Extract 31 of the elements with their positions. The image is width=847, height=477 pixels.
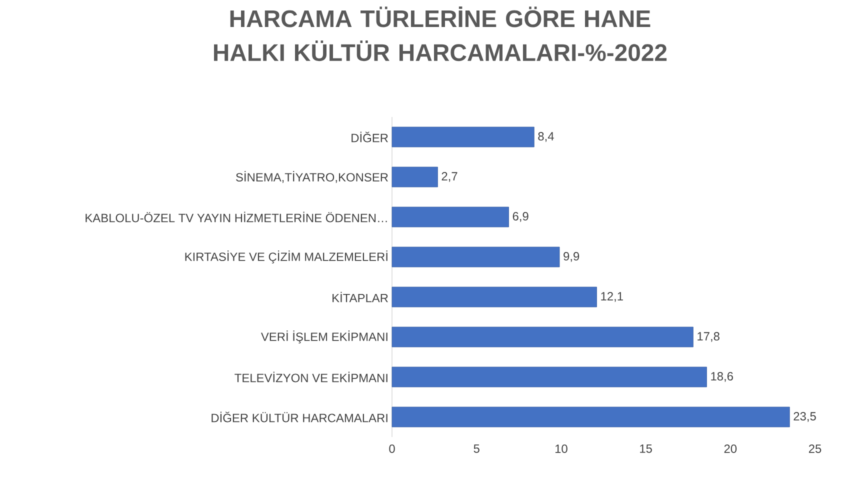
data-label: 23,5 bbox=[794, 412, 816, 422]
data-label: 12,1 bbox=[601, 292, 623, 302]
x-tick-label: 5 bbox=[474, 444, 480, 453]
bar bbox=[392, 366, 707, 388]
y-tick-label: KABLOLU-ÖZEL TV YAYIN HİZMETLERİNE ÖDENEN… bbox=[86, 212, 387, 222]
bar bbox=[392, 406, 790, 428]
bar bbox=[392, 326, 694, 348]
x-tick-label: 25 bbox=[808, 444, 822, 453]
bar bbox=[392, 206, 509, 228]
data-label: 2,7 bbox=[442, 172, 458, 182]
data-label: 9,9 bbox=[564, 252, 580, 262]
y-tick-label: TELEVİZYON VE EKİPMANI bbox=[234, 372, 388, 382]
x-tick-label: 10 bbox=[555, 444, 568, 453]
y-tick-label: DİĞER KÜLTÜR HARCAMALARI bbox=[212, 412, 388, 422]
chart-title: HARCAMA TÜRLERİNE GÖRE HANE HALKI KÜLTÜR HARCAMALARI-%-2022 bbox=[214, 6, 667, 62]
bar bbox=[392, 246, 560, 268]
y-tick-label: DİĞER bbox=[352, 132, 388, 142]
bar bbox=[392, 126, 534, 148]
y-tick-label: VERİ İŞLEM EKİPMANI bbox=[260, 330, 388, 344]
data-label: 18,6 bbox=[711, 372, 733, 382]
data-label: 8,4 bbox=[538, 132, 554, 142]
y-tick-label: KİTAPLAR bbox=[332, 292, 388, 302]
data-label: 6,9 bbox=[512, 212, 528, 222]
x-tick-label: 0 bbox=[389, 444, 395, 453]
y-tick-label: KIRTASİYE VE ÇİZİM MALZEMELERİ bbox=[185, 250, 388, 264]
data-label: 17,8 bbox=[698, 332, 720, 342]
y-tick-label: SİNEMA,TİYATRO,KONSER bbox=[236, 171, 388, 183]
x-tick-label: 15 bbox=[640, 444, 652, 453]
bar bbox=[392, 286, 597, 308]
x-tick-label: 20 bbox=[724, 444, 737, 453]
bar bbox=[392, 166, 438, 188]
